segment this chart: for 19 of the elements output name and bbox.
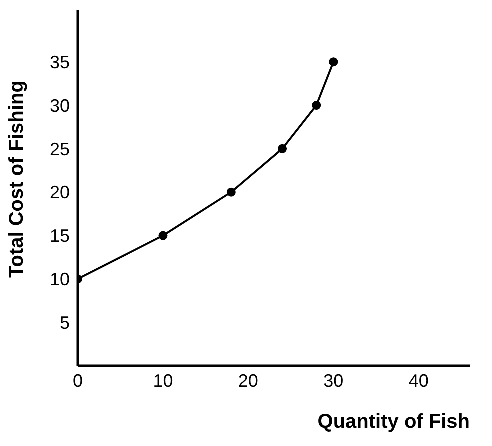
y-tick-label: 30: [50, 96, 70, 116]
point: [158, 231, 168, 240]
y-axis-title: Total Cost of Fishing: [6, 80, 28, 278]
x-axis-title: Quantity of Fish: [318, 411, 470, 433]
x-tick-label: 30: [324, 370, 344, 391]
y-tick-label: 25: [50, 139, 70, 160]
point: [329, 58, 338, 67]
point: [312, 101, 322, 110]
y-tick-label: 10: [50, 270, 70, 290]
y-tick-label: 15: [50, 226, 70, 246]
y-tick-label: 35: [50, 52, 70, 72]
x-tick-label: 10: [153, 370, 174, 391]
y-tick-label: 20: [50, 182, 70, 203]
x-tick-label: 20: [238, 370, 258, 391]
point: [278, 144, 288, 154]
x-tick-label: 0: [72, 370, 84, 391]
point: [226, 188, 236, 197]
x-tick-label: 40: [408, 370, 429, 391]
y-tick-label: 5: [60, 312, 70, 333]
